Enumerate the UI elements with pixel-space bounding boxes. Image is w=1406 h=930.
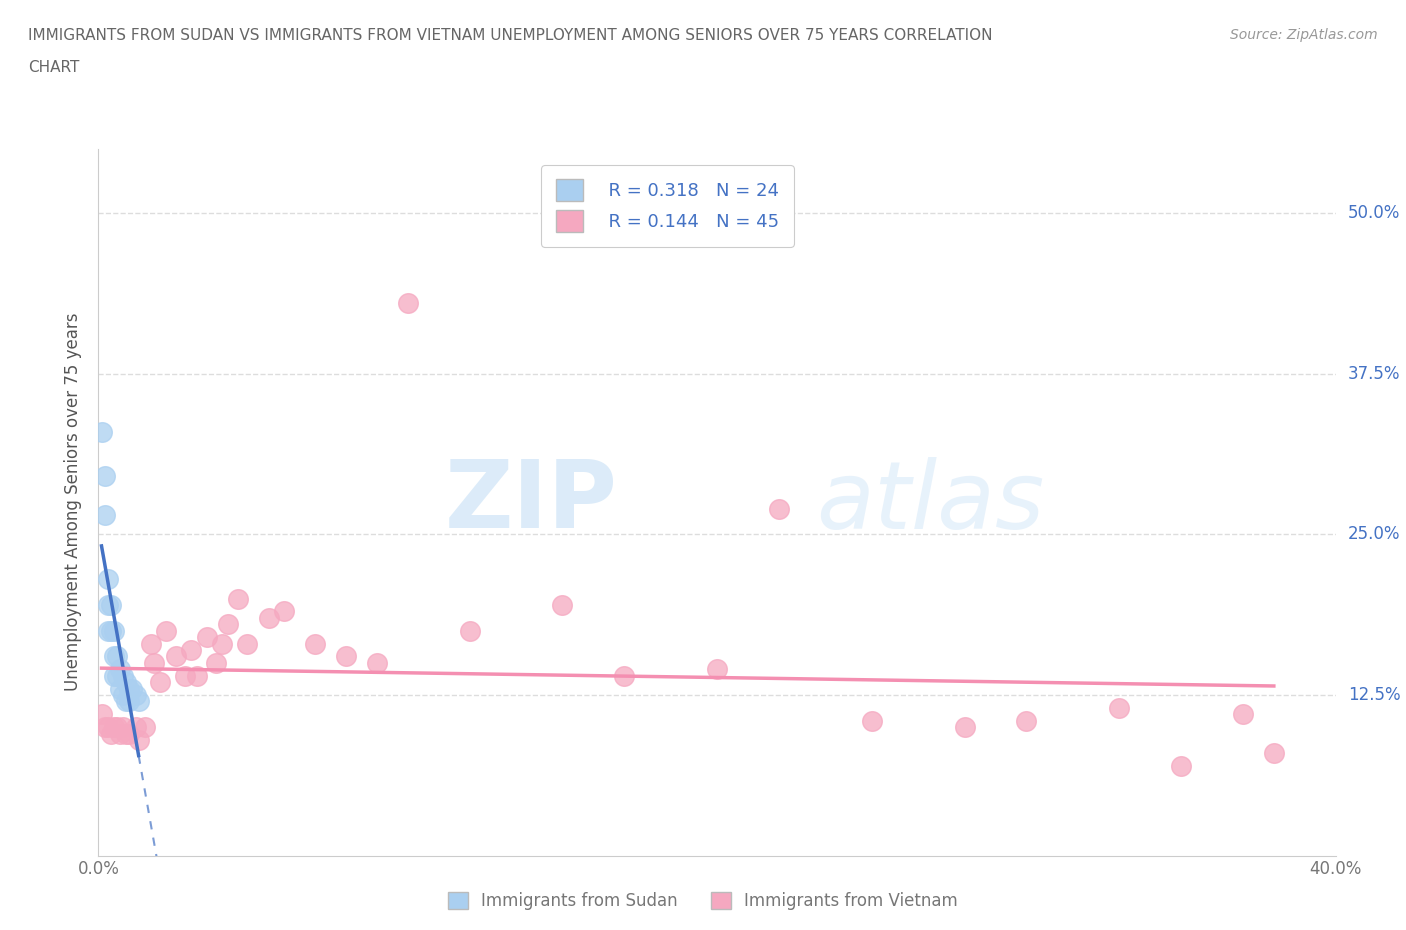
Point xyxy=(112,687,135,702)
Point xyxy=(103,649,125,664)
Point xyxy=(706,662,728,677)
Point xyxy=(174,669,197,684)
Point xyxy=(93,720,115,735)
Text: CHART: CHART xyxy=(28,60,80,75)
Point xyxy=(195,630,218,644)
Point xyxy=(768,501,790,516)
Point xyxy=(257,610,280,625)
Text: 50.0%: 50.0% xyxy=(1348,204,1400,222)
Point xyxy=(186,669,208,684)
Point xyxy=(103,669,125,684)
Point xyxy=(335,649,357,664)
Point xyxy=(100,726,122,741)
Point xyxy=(273,604,295,618)
Point xyxy=(118,681,141,696)
Point xyxy=(180,643,202,658)
Point xyxy=(97,598,120,613)
Point xyxy=(97,623,120,638)
Text: 12.5%: 12.5% xyxy=(1348,686,1400,704)
Text: Source: ZipAtlas.com: Source: ZipAtlas.com xyxy=(1230,28,1378,42)
Point xyxy=(115,726,138,741)
Point xyxy=(165,649,187,664)
Legend: Immigrants from Sudan, Immigrants from Vietnam: Immigrants from Sudan, Immigrants from V… xyxy=(441,885,965,917)
Point xyxy=(128,694,150,709)
Point xyxy=(551,598,574,613)
Point xyxy=(226,591,249,606)
Point xyxy=(139,636,162,651)
Point xyxy=(112,669,135,684)
Point xyxy=(613,669,636,684)
Point xyxy=(105,720,128,735)
Point xyxy=(458,623,481,638)
Point xyxy=(1015,713,1038,728)
Point xyxy=(1170,758,1192,773)
Point xyxy=(97,572,120,587)
Point xyxy=(1108,700,1130,715)
Point xyxy=(124,687,146,702)
Text: atlas: atlas xyxy=(815,457,1045,548)
Point xyxy=(205,656,228,671)
Point xyxy=(97,720,120,735)
Point xyxy=(149,674,172,689)
Text: 37.5%: 37.5% xyxy=(1348,365,1400,382)
Point xyxy=(1263,745,1285,760)
Point xyxy=(108,681,131,696)
Point xyxy=(105,669,128,684)
Text: 25.0%: 25.0% xyxy=(1348,525,1400,543)
Point xyxy=(953,720,976,735)
Point xyxy=(93,469,115,484)
Point xyxy=(93,508,115,523)
Point xyxy=(112,720,135,735)
Point xyxy=(103,720,125,735)
Point xyxy=(134,720,156,735)
Point xyxy=(217,617,239,631)
Point xyxy=(121,681,143,696)
Point xyxy=(100,598,122,613)
Point xyxy=(211,636,233,651)
Y-axis label: Unemployment Among Seniors over 75 years: Unemployment Among Seniors over 75 years xyxy=(65,313,83,691)
Point xyxy=(366,656,388,671)
Point xyxy=(105,649,128,664)
Point xyxy=(108,726,131,741)
Point xyxy=(100,623,122,638)
Point xyxy=(236,636,259,651)
Point xyxy=(155,623,177,638)
Point xyxy=(128,733,150,748)
Point xyxy=(90,707,112,722)
Point xyxy=(115,694,138,709)
Point xyxy=(860,713,883,728)
Point xyxy=(396,296,419,311)
Point xyxy=(118,694,141,709)
Point xyxy=(118,726,141,741)
Point xyxy=(115,674,138,689)
Text: IMMIGRANTS FROM SUDAN VS IMMIGRANTS FROM VIETNAM UNEMPLOYMENT AMONG SENIORS OVER: IMMIGRANTS FROM SUDAN VS IMMIGRANTS FROM… xyxy=(28,28,993,43)
Point xyxy=(103,623,125,638)
Legend:   R = 0.318   N = 24,   R = 0.144   N = 45: R = 0.318 N = 24, R = 0.144 N = 45 xyxy=(541,165,794,246)
Point xyxy=(143,656,166,671)
Text: ZIP: ZIP xyxy=(446,457,619,548)
Point xyxy=(108,662,131,677)
Point xyxy=(124,720,146,735)
Point xyxy=(304,636,326,651)
Point xyxy=(1232,707,1254,722)
Point xyxy=(90,424,112,439)
